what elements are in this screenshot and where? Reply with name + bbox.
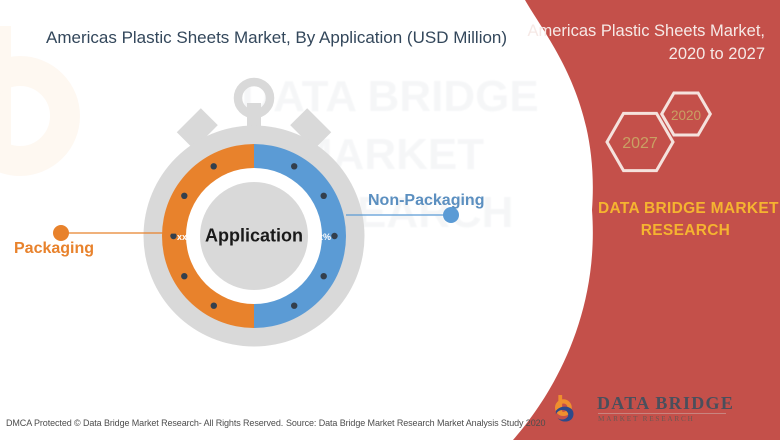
svg-text:2020: 2020 (671, 108, 701, 123)
svg-text:2027: 2027 (622, 135, 658, 152)
